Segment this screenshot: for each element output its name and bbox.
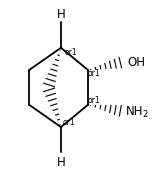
Text: 2: 2 <box>143 110 148 119</box>
Text: H: H <box>57 8 65 21</box>
Text: or1: or1 <box>88 69 100 78</box>
Text: OH: OH <box>128 56 146 69</box>
Text: NH: NH <box>126 105 144 118</box>
Text: or1: or1 <box>64 48 77 57</box>
Text: H: H <box>57 156 65 169</box>
Text: or1: or1 <box>88 96 100 105</box>
Text: or1: or1 <box>63 118 75 127</box>
